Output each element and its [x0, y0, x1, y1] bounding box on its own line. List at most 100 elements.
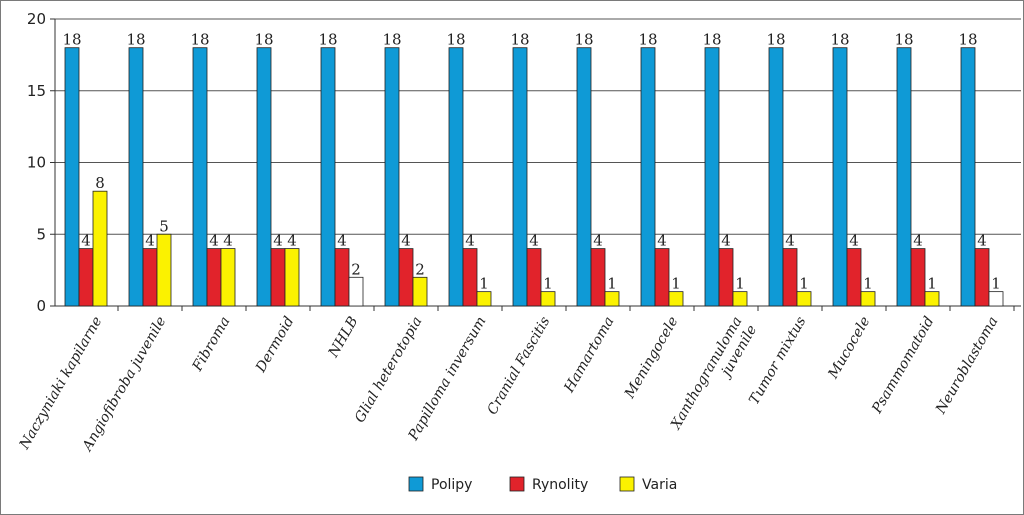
data-label: 4	[273, 232, 283, 250]
legend-swatch	[509, 476, 525, 492]
legend-swatch	[619, 476, 635, 492]
data-label: 4	[849, 232, 859, 250]
data-label: 18	[126, 31, 145, 49]
data-label: 18	[382, 31, 401, 49]
data-label: 18	[510, 31, 529, 49]
bar-rynolity	[206, 248, 222, 307]
bar-polipy	[768, 47, 784, 307]
data-label: 4	[913, 232, 923, 250]
bar-polipy	[960, 47, 976, 307]
bar-polipy	[640, 47, 656, 307]
category-label: Xanthogranulomajuvenile	[668, 314, 761, 441]
data-label: 4	[223, 232, 233, 250]
data-label: 18	[638, 31, 657, 49]
bar-rynolity	[590, 248, 606, 307]
data-label: 4	[785, 232, 795, 250]
data-label: 4	[287, 232, 297, 250]
data-label: 18	[894, 31, 913, 49]
data-label: 8	[95, 174, 105, 192]
category-label-line: Cranial Fascitis	[484, 314, 553, 418]
category-label-line: Neuroblastoma	[932, 314, 1001, 418]
data-label: 18	[766, 31, 785, 49]
data-label: 2	[415, 260, 425, 278]
bar-varia	[732, 291, 748, 307]
data-label: 4	[657, 232, 667, 250]
legend-swatch	[408, 476, 424, 492]
category-label: Neuroblastoma	[932, 314, 1001, 418]
data-label: 1	[799, 275, 809, 293]
category-label-line: Hamartoma	[561, 314, 618, 396]
category-label: Psammomatoid	[869, 314, 938, 417]
data-label: 4	[209, 232, 219, 250]
data-label: 1	[671, 275, 681, 293]
data-label: 1	[863, 275, 873, 293]
bar-varia	[412, 276, 428, 307]
bar-polipy	[448, 47, 464, 307]
bar-varia	[220, 248, 236, 307]
y-tick-label: 5	[36, 225, 46, 243]
data-label: 18	[574, 31, 593, 49]
bar-rynolity	[526, 248, 542, 307]
category-label-line: Psammomatoid	[869, 314, 938, 417]
data-label: 4	[721, 232, 731, 250]
category-label-line: Meningocele	[621, 314, 681, 402]
bar-rynolity	[910, 248, 926, 307]
bar-varia	[92, 190, 108, 307]
data-label: 18	[958, 31, 977, 49]
bar-polipy	[256, 47, 272, 307]
data-label: 5	[159, 217, 169, 235]
bar-polipy	[128, 47, 144, 307]
category-label: Fibroma	[189, 314, 233, 375]
bar-rynolity	[78, 248, 94, 307]
category-label: Hamartoma	[561, 314, 618, 396]
bar-polipy	[512, 47, 528, 307]
data-label: 18	[318, 31, 337, 49]
data-label: 18	[254, 31, 273, 49]
data-label: 18	[190, 31, 209, 49]
data-label: 18	[62, 31, 81, 49]
bar-varia	[284, 248, 300, 307]
bar-varia	[796, 291, 812, 307]
bar-polipy	[64, 47, 80, 307]
bar-varia	[604, 291, 620, 307]
data-label: 4	[337, 232, 347, 250]
data-label: 4	[81, 232, 91, 250]
category-label: NHLB	[325, 314, 361, 361]
data-label: 4	[977, 232, 987, 250]
bar-polipy	[320, 47, 336, 307]
bar-polipy	[576, 47, 592, 307]
y-tick-label: 20	[27, 10, 46, 28]
bar-rynolity	[270, 248, 286, 307]
bar-polipy	[832, 47, 848, 307]
bar-rynolity	[846, 248, 862, 307]
bar-rynolity	[654, 248, 670, 307]
data-label: 1	[479, 275, 489, 293]
data-label: 4	[529, 232, 539, 250]
category-label-line: Fibroma	[189, 314, 233, 375]
category-label: Cranial Fascitis	[484, 314, 553, 418]
legend-label: Varia	[642, 477, 677, 493]
data-label: 4	[401, 232, 411, 250]
category-label: Dermoid	[252, 314, 297, 376]
category-label: Mucocele	[825, 314, 874, 382]
y-tick-label: 10	[27, 154, 46, 172]
category-label-line: Glial heterotopia	[352, 314, 426, 426]
legend-label: Rynolity	[532, 477, 588, 493]
data-label: 1	[735, 275, 745, 293]
y-tick-label: 0	[36, 297, 46, 315]
data-label: 18	[702, 31, 721, 49]
data-label: 18	[446, 31, 465, 49]
bar-varia	[156, 233, 172, 307]
bar-varia	[668, 291, 684, 307]
data-label: 1	[991, 275, 1001, 293]
bar-rynolity	[398, 248, 414, 307]
category-label: Meningocele	[621, 314, 681, 402]
data-label: 1	[607, 275, 617, 293]
legend-label: Polipy	[431, 477, 472, 493]
bar-rynolity	[782, 248, 798, 307]
category-label-line: NHLB	[325, 314, 361, 361]
bar-polipy	[896, 47, 912, 307]
data-label: 4	[465, 232, 475, 250]
